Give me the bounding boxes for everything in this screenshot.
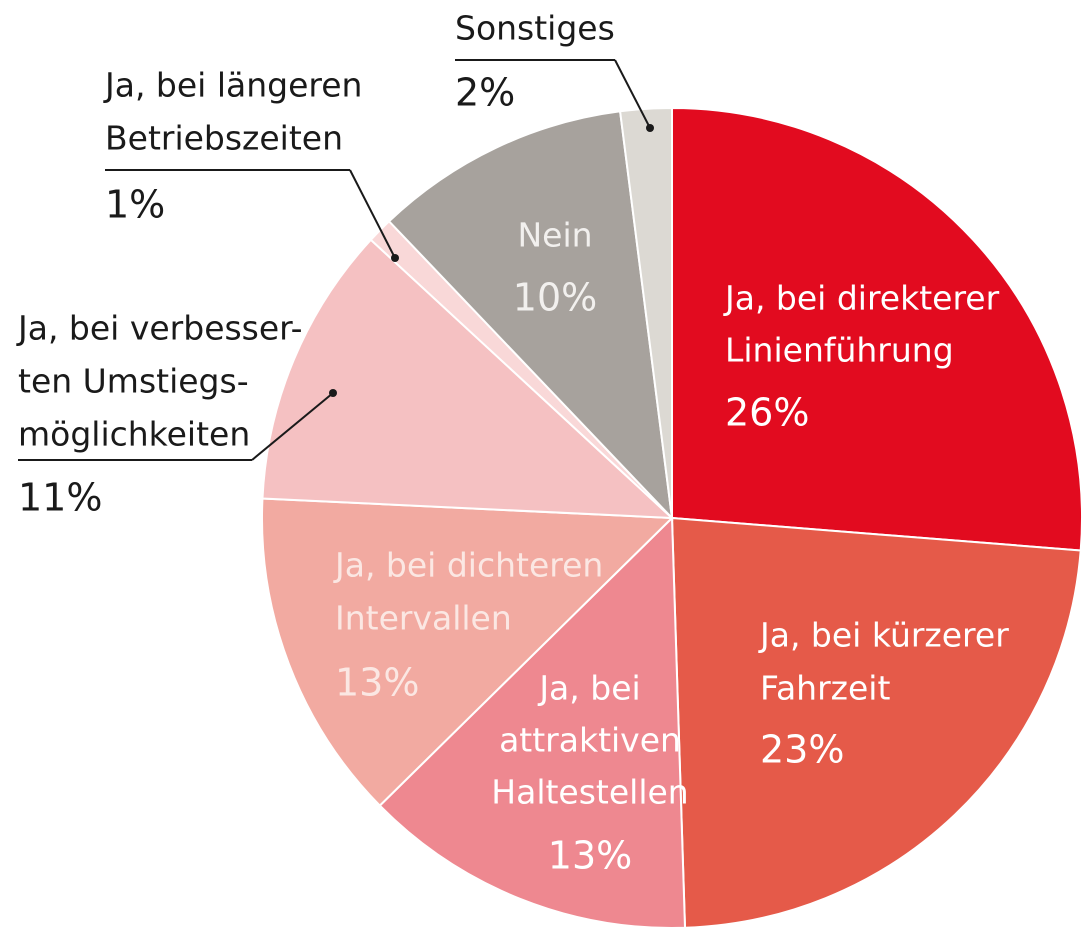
slice-label: möglichkeiten — [18, 415, 250, 454]
slice-label: Ja, bei — [537, 669, 640, 708]
slice-label: Intervallen — [335, 599, 512, 638]
slice-label: Sonstiges — [455, 9, 615, 48]
value-label: 13% — [335, 661, 419, 705]
slice-label: Betriebszeiten — [105, 119, 343, 158]
slice-label: Linienführung — [725, 331, 954, 370]
pie-slice — [670, 516, 1082, 929]
slice-label: Fahrzeit — [760, 669, 890, 708]
slice-label: ten Umstiegs- — [18, 362, 249, 401]
value-label: 1% — [105, 183, 165, 227]
value-label: 26% — [725, 391, 809, 435]
slice-label: attraktiven — [499, 721, 681, 760]
slice-label: Ja, bei längeren — [103, 66, 362, 105]
value-label: 23% — [760, 728, 844, 772]
slice-label: Ja, bei kürzerer — [758, 616, 1009, 655]
slice-label: Ja, bei direkterer — [723, 279, 1000, 318]
slice-label: Nein — [517, 216, 592, 255]
pie-slice — [261, 238, 675, 520]
pie-slice — [671, 106, 1083, 552]
value-label: 11% — [18, 476, 102, 520]
leader-dot — [329, 389, 337, 397]
slice-label: Ja, bei dichteren — [333, 546, 603, 585]
leader-line — [349, 169, 396, 259]
leader-dot — [646, 124, 654, 132]
value-label: 10% — [513, 276, 597, 320]
value-label: 2% — [455, 71, 515, 115]
pie-slice — [618, 106, 673, 519]
leader-line — [251, 392, 334, 461]
pie-slice — [378, 515, 687, 929]
slice-label: Haltestellen — [491, 773, 688, 812]
pie-slice — [387, 110, 674, 521]
leader-dot — [391, 254, 399, 262]
pie-slice — [261, 497, 675, 808]
leader-line — [614, 59, 651, 129]
slice-label: Ja, bei verbesser- — [16, 309, 303, 348]
value-label: 13% — [548, 834, 632, 878]
